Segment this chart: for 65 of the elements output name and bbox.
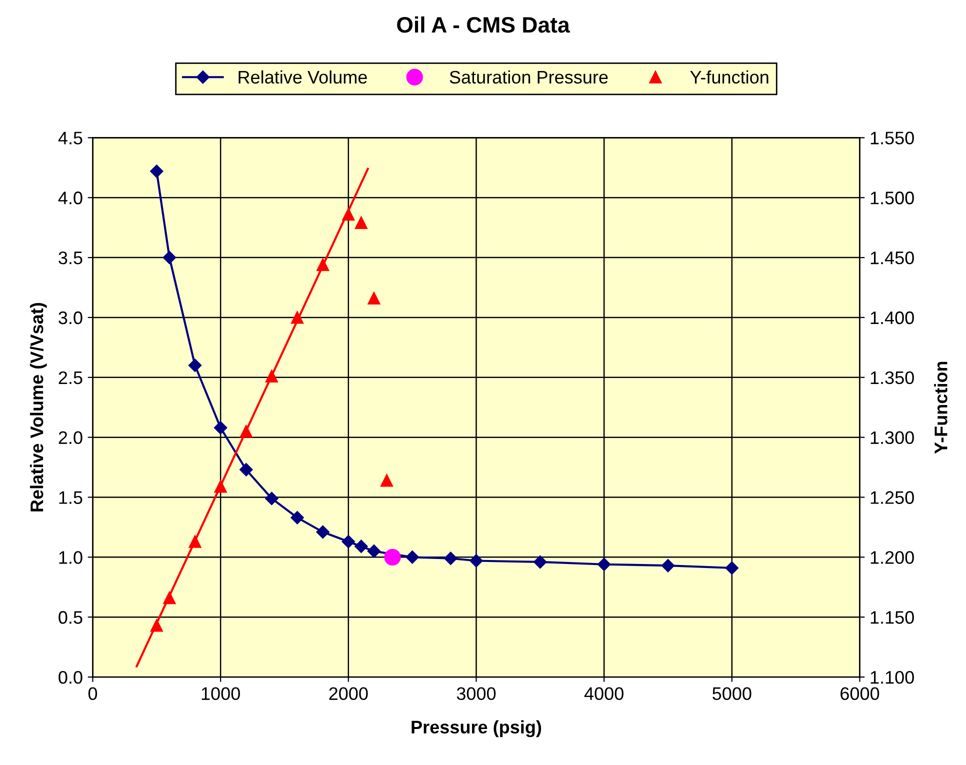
point [188,358,202,372]
y-tick-label: 0.0 [58,670,82,684]
point [342,208,355,221]
point [163,592,176,604]
y-tick-label: 3.0 [58,311,82,324]
y-tick-label: 1.5 [59,491,82,504]
point [661,558,675,572]
y-tick-label: 4.5 [58,132,82,144]
y2-tick-label: 1.550 [870,132,914,144]
point [354,540,368,553]
y2-tick-label: 1.100 [870,670,914,684]
y2-tick-label: 1.150 [870,611,914,624]
point [150,164,164,178]
chart-title: Oil A - CMS Data [397,16,570,33]
point [534,555,547,569]
y-tick-label: 1.0 [59,551,82,564]
y-tick-label: 2.5 [58,371,82,384]
x-tick-label: 6000 [840,687,880,700]
point [342,535,355,548]
y-tick-label: 2.0 [58,431,82,444]
x-axis-title: Pressure (psig) [412,720,542,738]
y2-tick-label: 1.300 [870,431,914,444]
point [214,421,228,434]
point [316,525,330,539]
legend-label: Relative Volume [238,70,367,84]
y2-tick-label: 1.250 [870,491,914,504]
point [406,550,419,564]
point [265,370,278,382]
x-tick-label: 1000 [202,687,240,700]
point [240,463,253,476]
y-tick-label: 0.5 [58,611,82,624]
y-tick-label: 4.0 [58,192,82,204]
point [470,554,483,568]
point [316,258,330,271]
x-tick-label: 5000 [712,687,752,700]
y2-axis-title: Y-Function [934,362,948,454]
point [380,474,394,487]
x-tick-label: 0 [88,687,98,700]
point [368,292,380,305]
point [597,558,611,571]
point [291,311,304,324]
x-tick-label: 2000 [329,687,368,700]
point [150,619,163,632]
y2-tick-label: 1.350 [870,371,914,384]
point [384,548,401,566]
y-axis-title: Relative Volume (V/Vsat) [30,303,47,512]
y2-tick-label: 1.200 [870,551,914,564]
y2-tick-label: 1.500 [870,192,914,204]
y2-tick-label: 1.450 [870,251,914,264]
x-tick-label: 3000 [456,687,496,700]
point [162,250,176,264]
point [444,552,458,565]
point [367,544,381,558]
point [188,535,202,548]
point [240,425,252,438]
point [725,561,738,575]
legend-label: Saturation Pressure [450,70,608,84]
point [290,511,304,524]
legend-label: Y-function [690,70,768,84]
x-tick-label: 4000 [584,687,624,700]
y2-tick-label: 1.400 [870,311,914,324]
point [265,492,278,506]
point [214,480,227,493]
point [354,216,368,230]
y-tick-label: 3.5 [58,251,82,264]
